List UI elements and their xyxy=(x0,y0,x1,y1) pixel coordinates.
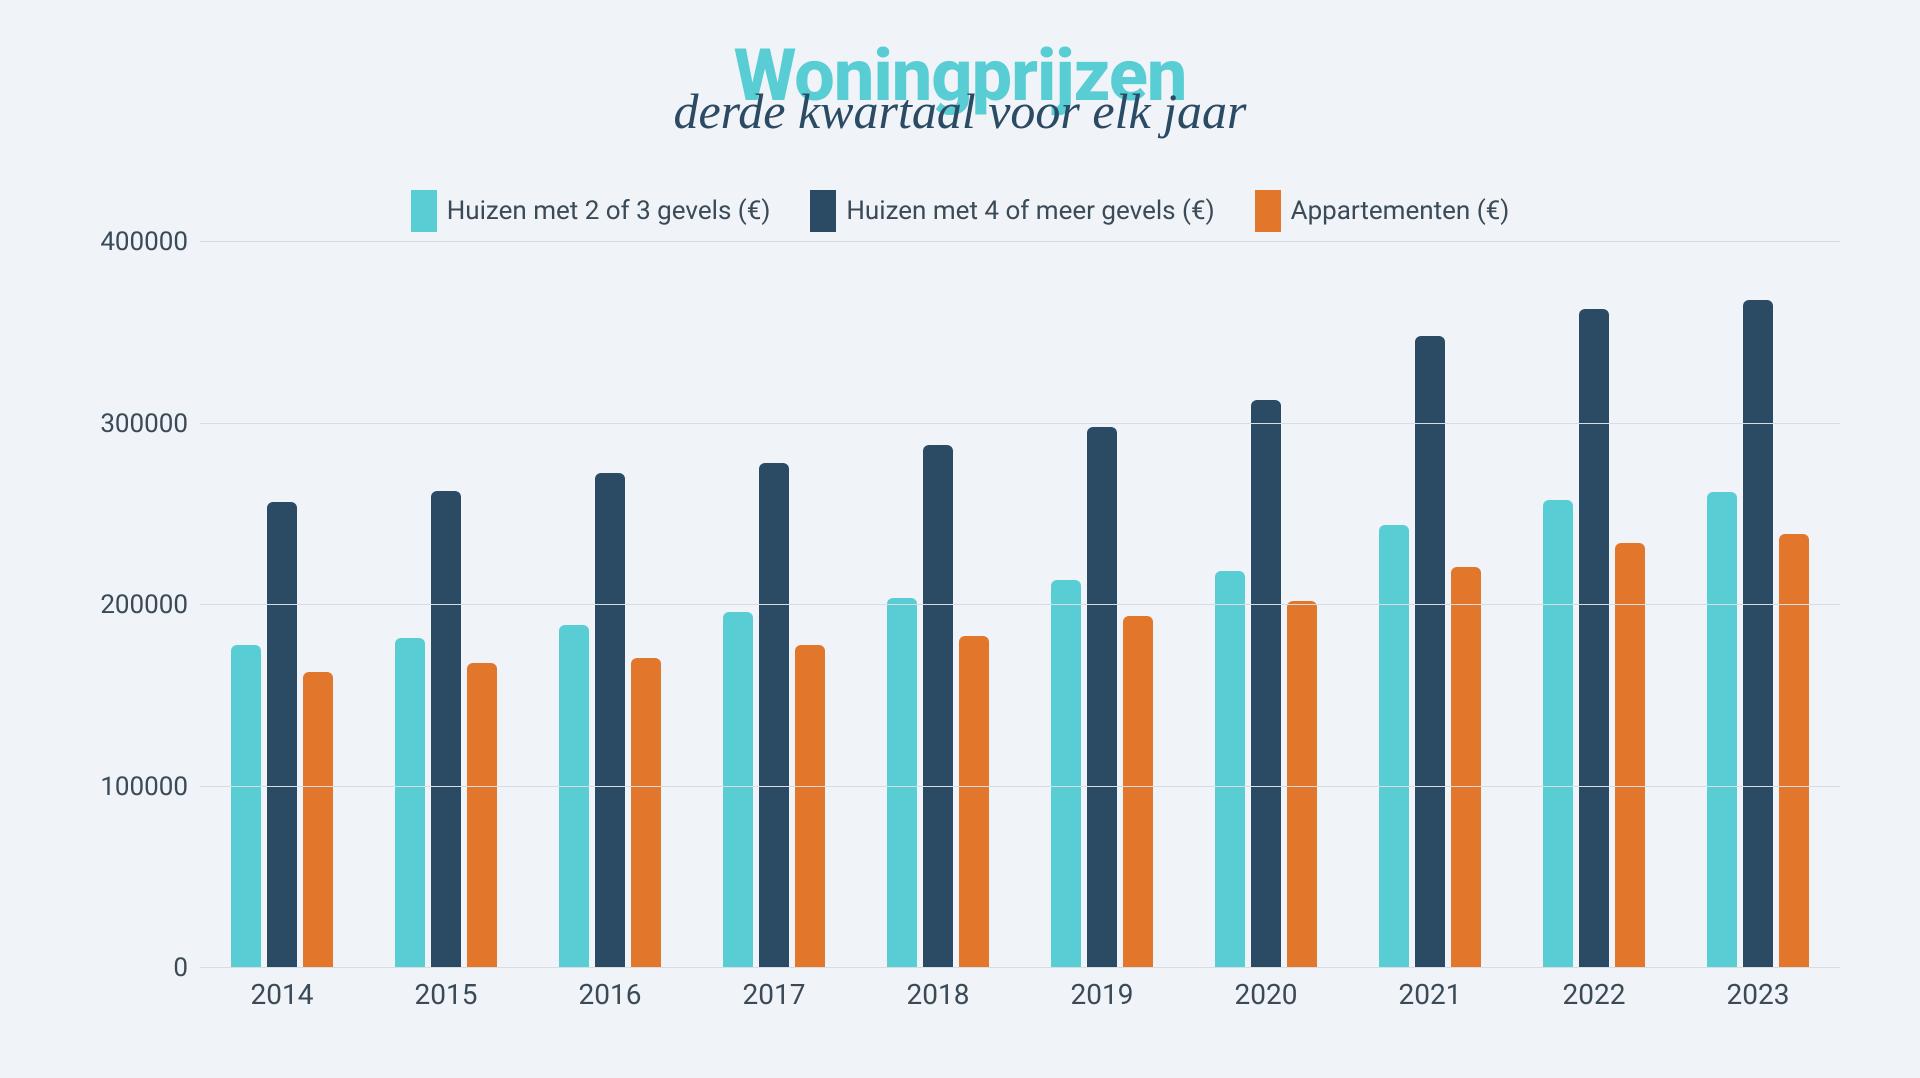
legend-label: Appartementen (€) xyxy=(1291,196,1510,226)
legend-item: Appartementen (€) xyxy=(1255,190,1510,232)
legend-item: Huizen met 4 of meer gevels (€) xyxy=(810,190,1214,232)
legend-item: Huizen met 2 of 3 gevels (€) xyxy=(411,190,771,232)
year-group xyxy=(856,242,1020,968)
bar xyxy=(267,502,297,968)
y-tick-label: 0 xyxy=(78,953,188,983)
bar xyxy=(923,445,953,968)
bar xyxy=(723,612,753,968)
legend-label: Huizen met 2 of 3 gevels (€) xyxy=(447,196,771,226)
bar xyxy=(1615,543,1645,968)
x-tick-label: 2020 xyxy=(1184,968,1348,1018)
bar xyxy=(303,672,333,968)
bar xyxy=(1451,567,1481,968)
legend-label: Huizen met 4 of meer gevels (€) xyxy=(846,196,1214,226)
bar xyxy=(1779,534,1809,968)
title-block: Woningprijzen derde kwartaal voor elk ja… xyxy=(80,40,1840,170)
x-axis: 2014201520162017201820192020202120222023 xyxy=(200,968,1840,1018)
year-group xyxy=(200,242,364,968)
bar xyxy=(231,645,261,968)
y-tick-label: 200000 xyxy=(78,590,188,620)
x-tick-label: 2023 xyxy=(1676,968,1840,1018)
year-group xyxy=(1676,242,1840,968)
x-tick-label: 2015 xyxy=(364,968,528,1018)
x-tick-label: 2019 xyxy=(1020,968,1184,1018)
legend-swatch xyxy=(1255,190,1281,232)
bar xyxy=(631,658,661,968)
x-tick-label: 2017 xyxy=(692,968,856,1018)
x-tick-label: 2022 xyxy=(1512,968,1676,1018)
plot: 0100000200000300000400000 xyxy=(80,242,1840,968)
bar xyxy=(1743,300,1773,968)
bar xyxy=(887,598,917,968)
legend-swatch xyxy=(411,190,437,232)
gridline xyxy=(200,423,1840,424)
bars-row xyxy=(200,242,1840,968)
chart-container: Woningprijzen derde kwartaal voor elk ja… xyxy=(0,0,1920,1078)
legend-swatch xyxy=(810,190,836,232)
bar xyxy=(595,473,625,968)
bar xyxy=(1123,616,1153,968)
bar xyxy=(1215,571,1245,968)
year-group xyxy=(1512,242,1676,968)
bar xyxy=(467,663,497,968)
gridline xyxy=(200,604,1840,605)
bar xyxy=(759,463,789,968)
bar xyxy=(1543,500,1573,968)
year-group xyxy=(692,242,856,968)
gridline xyxy=(200,241,1840,242)
x-tick-label: 2021 xyxy=(1348,968,1512,1018)
bar xyxy=(1087,427,1117,968)
year-group xyxy=(364,242,528,968)
y-tick-label: 300000 xyxy=(78,409,188,439)
bar xyxy=(1251,400,1281,968)
gridline xyxy=(200,786,1840,787)
legend: Huizen met 2 of 3 gevels (€) Huizen met 4… xyxy=(80,190,1840,232)
bar xyxy=(1579,309,1609,968)
chart-subtitle: derde kwartaal voor elk jaar xyxy=(80,82,1840,140)
gridline xyxy=(200,967,1840,968)
bar xyxy=(1051,580,1081,968)
x-tick-label: 2016 xyxy=(528,968,692,1018)
plot-area xyxy=(200,242,1840,968)
bar xyxy=(795,645,825,968)
x-tick-label: 2014 xyxy=(200,968,364,1018)
y-tick-label: 400000 xyxy=(78,227,188,257)
y-tick-label: 100000 xyxy=(78,772,188,802)
bar xyxy=(395,638,425,968)
bar xyxy=(1379,525,1409,968)
bar xyxy=(431,491,461,968)
bar xyxy=(1707,492,1737,968)
year-group xyxy=(528,242,692,968)
bar xyxy=(559,625,589,968)
year-group xyxy=(1020,242,1184,968)
bar xyxy=(1415,336,1445,968)
year-group xyxy=(1348,242,1512,968)
x-tick-label: 2018 xyxy=(856,968,1020,1018)
bar xyxy=(959,636,989,968)
year-group xyxy=(1184,242,1348,968)
y-axis: 0100000200000300000400000 xyxy=(80,242,200,968)
